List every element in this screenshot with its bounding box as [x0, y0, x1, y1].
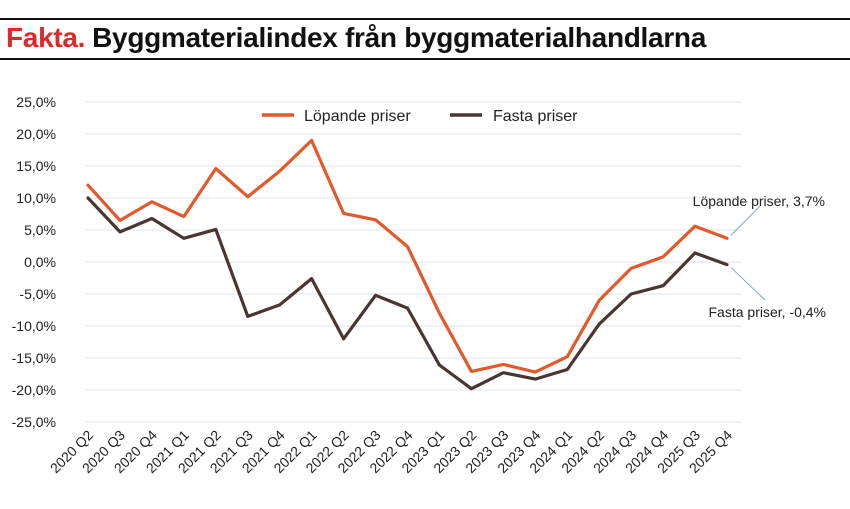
- y-tick-label: 5,0%: [24, 222, 56, 238]
- y-tick-label: -20,0%: [12, 382, 56, 398]
- y-tick-label: 10,0%: [16, 190, 56, 206]
- y-tick-label: 25,0%: [16, 94, 56, 110]
- y-tick-label: 0,0%: [24, 254, 56, 270]
- annotation-leader: [730, 267, 766, 301]
- annotation-leader: [730, 205, 761, 236]
- y-tick-label: -25,0%: [12, 414, 56, 430]
- legend-label: Fasta priser: [493, 108, 578, 125]
- annotation-fasta: Fasta priser, -0,4%: [709, 304, 827, 320]
- y-tick-label: -15,0%: [12, 350, 56, 366]
- legend-label: Löpande priser: [304, 108, 411, 125]
- y-tick-label: 20,0%: [16, 126, 56, 142]
- y-tick-label: -10,0%: [12, 318, 56, 334]
- y-tick-label: 15,0%: [16, 158, 56, 174]
- annotation-lopande: Löpande priser, 3,7%: [693, 193, 825, 209]
- series-line-lopande-priser: [86, 138, 729, 374]
- chart-header: Fakta. Byggmaterialindex från byggmateri…: [6, 20, 706, 56]
- header-top-rule: [0, 18, 850, 20]
- header-bottom-rule: [0, 58, 850, 60]
- chart-title: Byggmaterialindex från byggmaterialhandl…: [92, 22, 706, 53]
- y-tick-label: -5,0%: [19, 286, 56, 302]
- header-kicker: Fakta.: [6, 22, 86, 53]
- series-line-fasta-priser: [86, 196, 729, 391]
